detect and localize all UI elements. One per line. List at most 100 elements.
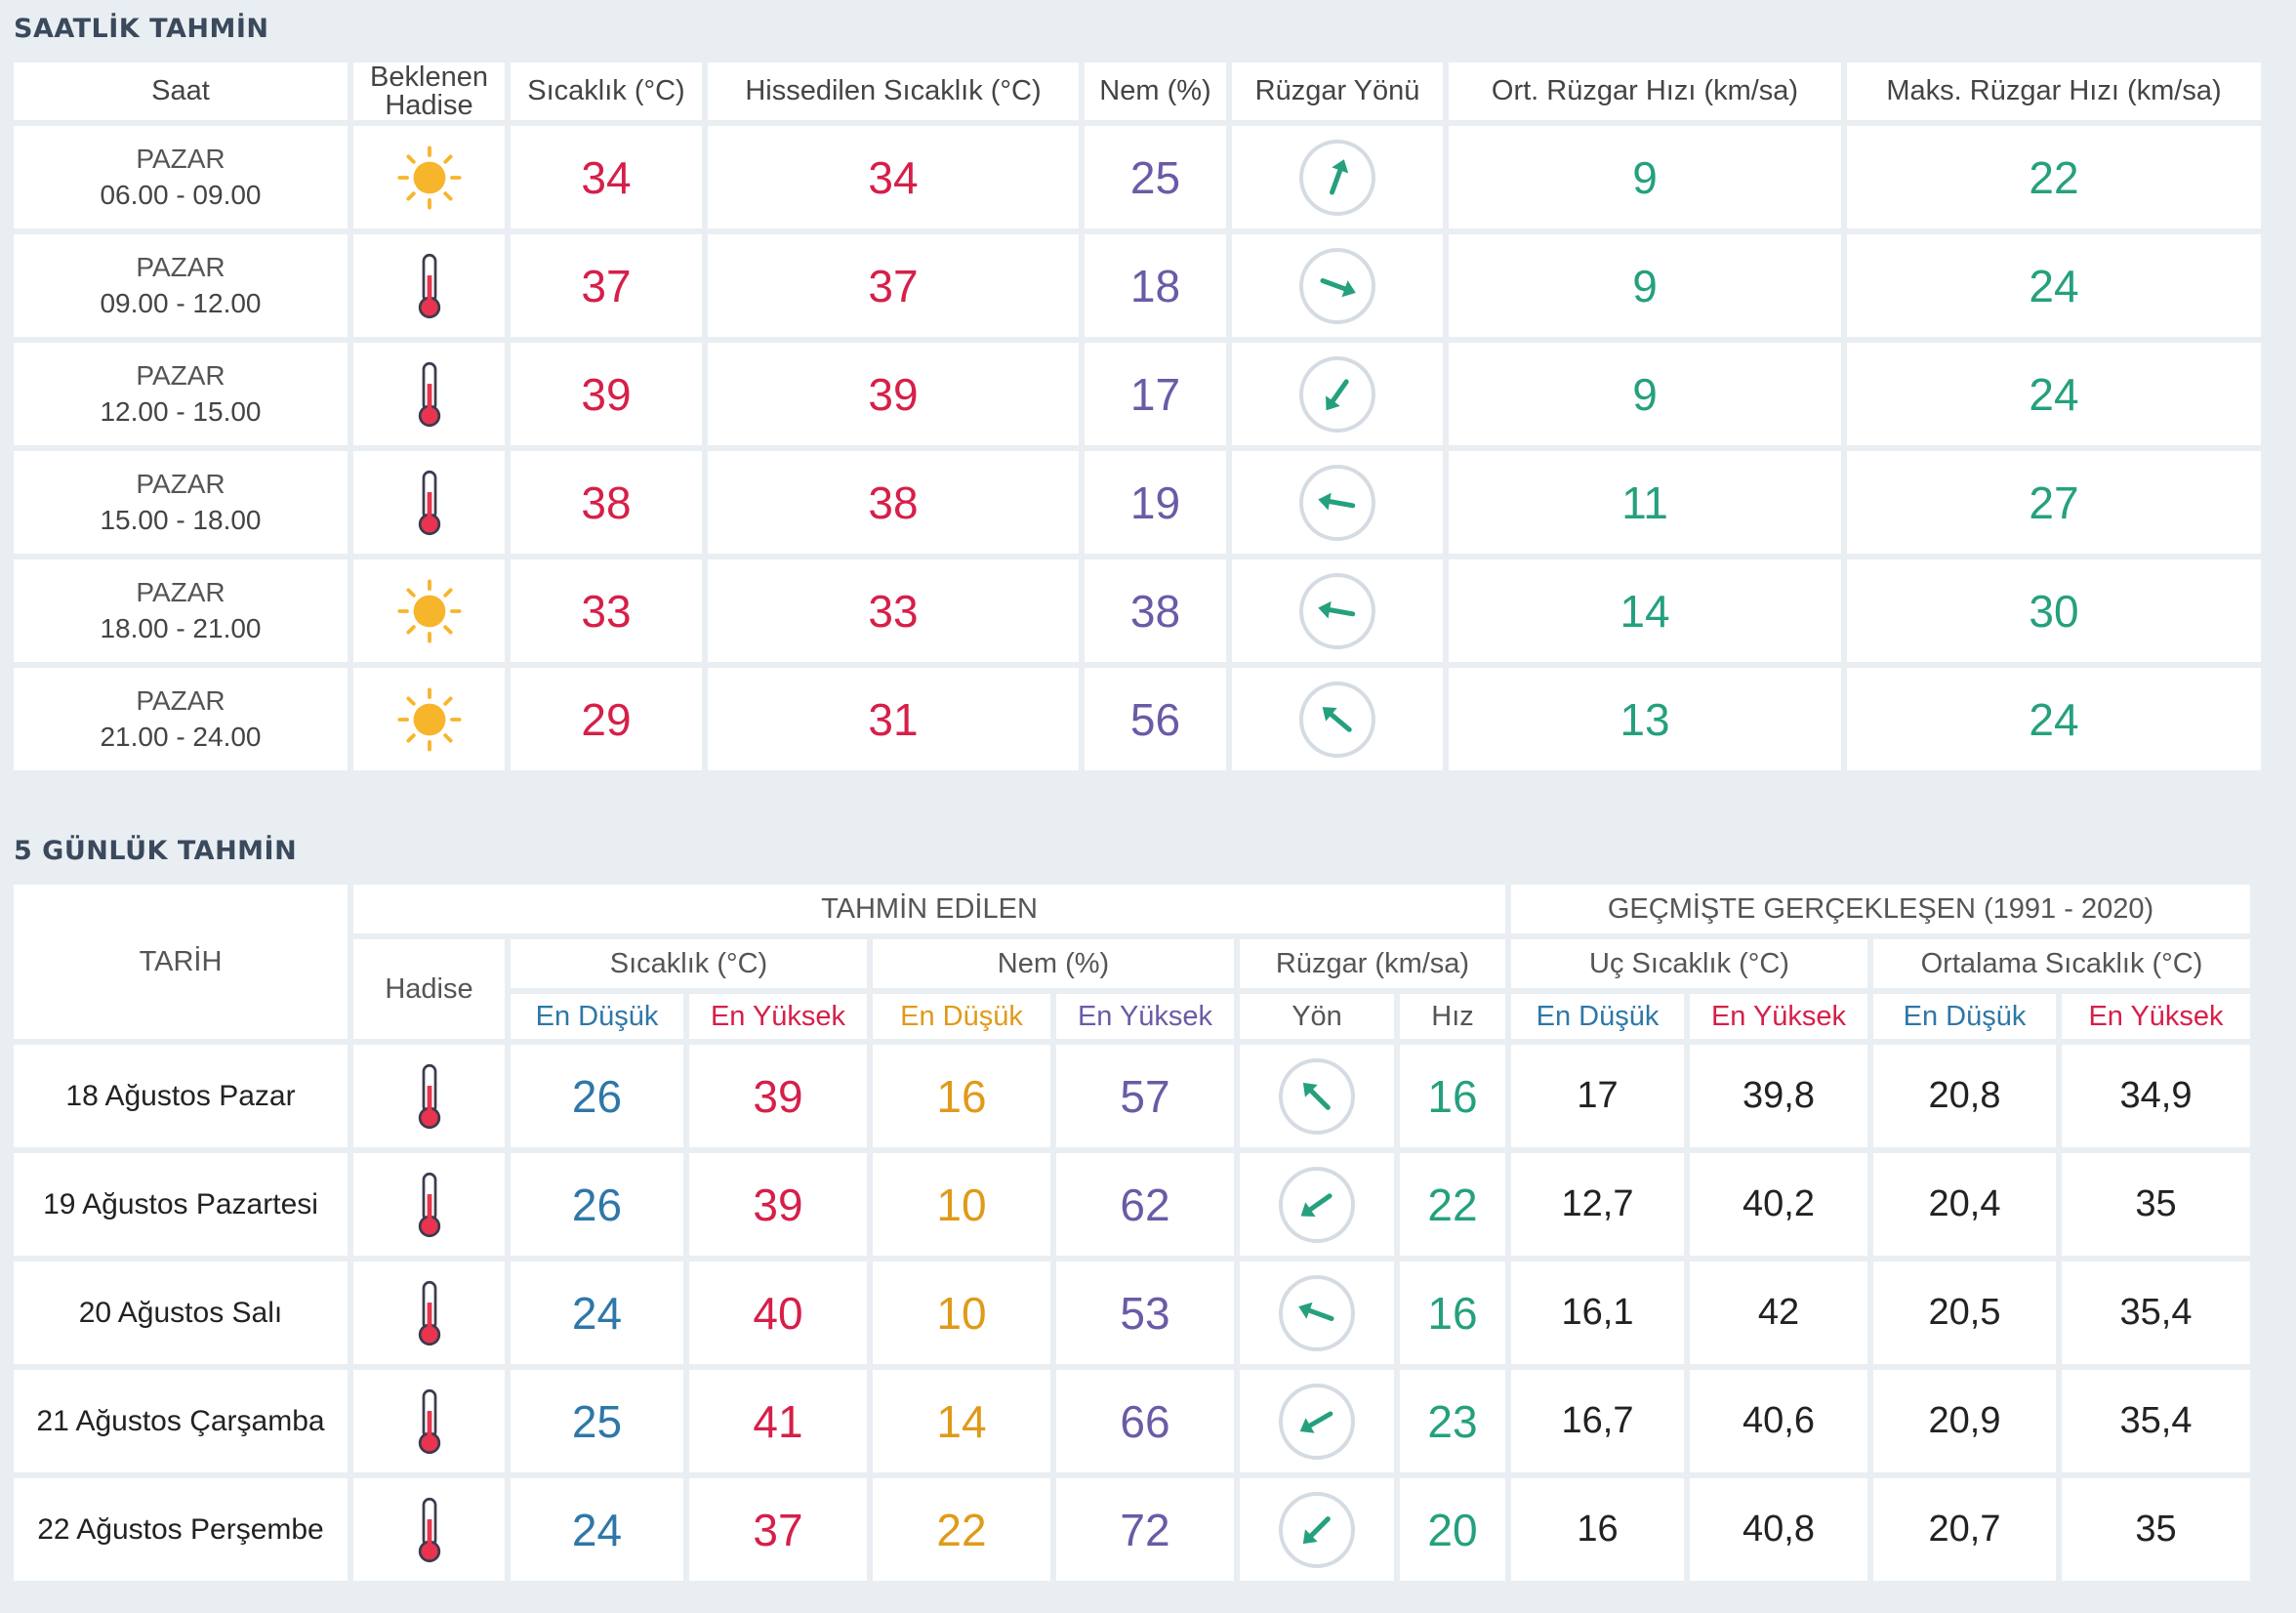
- humidity-min-value: 16: [873, 1045, 1050, 1147]
- wind-direction-icon: [1299, 139, 1375, 216]
- header-hiz: Hız: [1400, 994, 1505, 1039]
- header-ort-en-dusuk: En Düşük: [1873, 994, 2056, 1039]
- date-cell: 18 Ağustos Pazar: [14, 1045, 348, 1147]
- date-cell: 20 Ağustos Salı: [14, 1261, 348, 1364]
- daily-table: TARİH TAHMİN EDİLEN GEÇMİŞTE GERÇEKLEŞEN…: [14, 885, 2250, 1581]
- date-cell: 22 Ağustos Perşembe: [14, 1478, 348, 1581]
- feels-like-value: 31: [708, 668, 1079, 770]
- wind-direction-icon: [1279, 1383, 1355, 1460]
- day-name: PAZAR: [136, 577, 226, 608]
- weather-cell: [353, 234, 505, 337]
- time-cell: PAZAR 18.00 - 21.00: [14, 559, 348, 662]
- temp-min-value: 24: [511, 1261, 683, 1364]
- humidity-value: 38: [1085, 559, 1226, 662]
- sun-icon: [396, 145, 462, 210]
- thermometer-icon: [418, 253, 440, 318]
- wind-speed-value: 16: [1400, 1261, 1505, 1364]
- thermometer-icon: [418, 1172, 440, 1237]
- record-max-value: 40,6: [1690, 1370, 1867, 1472]
- weather-cell: [353, 126, 505, 228]
- temp-max-value: 37: [689, 1478, 867, 1581]
- day-name: PAZAR: [136, 360, 226, 392]
- temp-min-value: 24: [511, 1478, 683, 1581]
- time-cell: PAZAR 12.00 - 15.00: [14, 343, 348, 445]
- humidity-value: 19: [1085, 451, 1226, 554]
- day-name: PAZAR: [136, 144, 226, 175]
- wind-direction-cell: [1240, 1261, 1394, 1364]
- wind-direction-cell: [1240, 1478, 1394, 1581]
- sun-icon: [396, 578, 462, 643]
- time-range: 21.00 - 24.00: [100, 721, 262, 752]
- max-wind-value: 24: [1847, 668, 2261, 770]
- wind-direction-icon: [1299, 572, 1375, 649]
- wind-speed-value: 20: [1400, 1478, 1505, 1581]
- average-min-value: 20,9: [1873, 1370, 2056, 1472]
- wind-direction-cell: [1240, 1370, 1394, 1472]
- humidity-min-value: 10: [873, 1153, 1050, 1256]
- wind-speed-value: 23: [1400, 1370, 1505, 1472]
- header-nem: Nem (%): [873, 939, 1234, 988]
- header-maks-ruzgar: Maks. Rüzgar Hızı (km/sa): [1847, 62, 2261, 120]
- thermometer-icon: [418, 1063, 440, 1129]
- time-range: 06.00 - 09.00: [100, 179, 262, 210]
- time-cell: PAZAR 09.00 - 12.00: [14, 234, 348, 337]
- wind-direction-cell: [1232, 234, 1443, 337]
- header-ruzgar: Rüzgar (km/sa): [1240, 939, 1505, 988]
- header-nem: Nem (%): [1085, 62, 1226, 120]
- record-min-value: 12,7: [1511, 1153, 1684, 1256]
- header-nem-en-yuksek: En Yüksek: [1056, 994, 1234, 1039]
- record-max-value: 40,2: [1690, 1153, 1867, 1256]
- average-max-value: 34,9: [2062, 1045, 2250, 1147]
- avg-wind-value: 9: [1449, 234, 1841, 337]
- time-cell: PAZAR 06.00 - 09.00: [14, 126, 348, 228]
- avg-wind-value: 11: [1449, 451, 1841, 554]
- average-min-value: 20,5: [1873, 1261, 2056, 1364]
- header-sicaklik: Sıcaklık (°C): [511, 62, 702, 120]
- weather-cell: [353, 1261, 505, 1364]
- temperature-value: 33: [511, 559, 702, 662]
- header-ort-ruzgar: Ort. Rüzgar Hızı (km/sa): [1449, 62, 1841, 120]
- time-cell: PAZAR 21.00 - 24.00: [14, 668, 348, 770]
- record-min-value: 16: [1511, 1478, 1684, 1581]
- weather-cell: [353, 451, 505, 554]
- humidity-value: 25: [1085, 126, 1226, 228]
- avg-wind-value: 9: [1449, 126, 1841, 228]
- wind-direction-icon: [1299, 355, 1375, 433]
- feels-like-value: 37: [708, 234, 1079, 337]
- temperature-value: 29: [511, 668, 702, 770]
- avg-wind-value: 13: [1449, 668, 1841, 770]
- thermometer-icon: [418, 470, 440, 535]
- wind-direction-icon: [1299, 247, 1375, 324]
- weather-cell: [353, 1153, 505, 1256]
- max-wind-value: 24: [1847, 234, 2261, 337]
- average-max-value: 35,4: [2062, 1370, 2250, 1472]
- header-saat: Saat: [14, 62, 348, 120]
- header-gecmiste: GEÇMİŞTE GERÇEKLEŞEN (1991 - 2020): [1511, 885, 2250, 933]
- temperature-value: 38: [511, 451, 702, 554]
- temperature-value: 37: [511, 234, 702, 337]
- temp-min-value: 26: [511, 1045, 683, 1147]
- humidity-min-value: 22: [873, 1478, 1050, 1581]
- header-ruzgar-yonu: Rüzgar Yönü: [1232, 62, 1443, 120]
- wind-direction-icon: [1299, 681, 1375, 758]
- avg-wind-value: 9: [1449, 343, 1841, 445]
- humidity-max-value: 53: [1056, 1261, 1234, 1364]
- day-name: PAZAR: [136, 685, 226, 717]
- header-sicaklik: Sıcaklık (°C): [511, 939, 867, 988]
- avg-wind-value: 14: [1449, 559, 1841, 662]
- header-hadise: Hadise: [353, 939, 505, 1039]
- feels-like-value: 39: [708, 343, 1079, 445]
- feels-like-value: 33: [708, 559, 1079, 662]
- header-hadise-line2: Hadise: [385, 89, 473, 121]
- temp-min-value: 25: [511, 1370, 683, 1472]
- humidity-min-value: 14: [873, 1370, 1050, 1472]
- thermometer-icon: [418, 361, 440, 427]
- day-name: PAZAR: [136, 469, 226, 500]
- daily-title: 5 GÜNLÜK TAHMİN: [14, 836, 298, 866]
- temp-min-value: 26: [511, 1153, 683, 1256]
- wind-direction-icon: [1279, 1166, 1355, 1243]
- weather-cell: [353, 1478, 505, 1581]
- wind-direction-cell: [1232, 668, 1443, 770]
- time-range: 12.00 - 15.00: [100, 395, 262, 427]
- wind-direction-cell: [1232, 559, 1443, 662]
